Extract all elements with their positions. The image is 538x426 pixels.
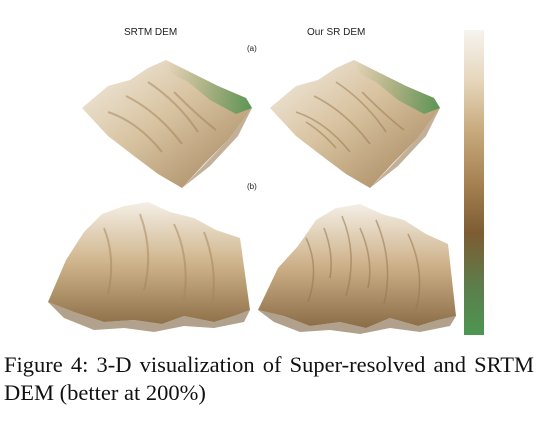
srtm-terrain-b xyxy=(48,202,250,332)
sr-terrain-b xyxy=(258,204,456,334)
figure-caption: Figure 4: 3-D visualization of Super-res… xyxy=(4,352,534,405)
srtm-dem-title: SRTM DEM xyxy=(124,27,178,38)
panel-label-a: (a) xyxy=(247,44,257,53)
elevation-colorbar xyxy=(464,30,484,335)
srtm-terrain-a xyxy=(82,60,252,188)
sr-terrain-a xyxy=(270,60,440,188)
panel-label-b: (b) xyxy=(247,182,257,191)
sr-dem-title: Our SR DEM xyxy=(307,27,366,38)
